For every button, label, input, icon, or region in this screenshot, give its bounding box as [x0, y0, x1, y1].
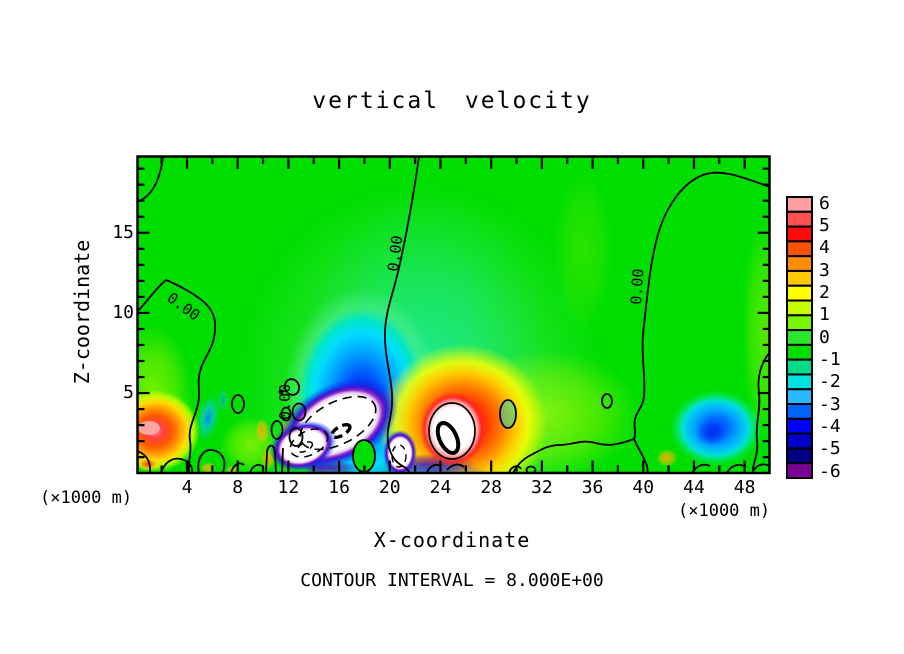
colorbar-cell	[786, 462, 813, 480]
colorbar-cell	[786, 284, 813, 302]
downdraft-dashed-contours	[289, 395, 407, 468]
colorbar-cell	[786, 358, 813, 376]
colorbar-cell	[786, 255, 813, 272]
contour-interval-text: CONTOUR INTERVAL = 8.000E+00	[300, 570, 604, 591]
colorbar-cell	[786, 432, 813, 450]
colorbar-cell	[786, 403, 813, 420]
colorbar-cell	[786, 269, 813, 287]
chart-title: vertical velocity	[312, 88, 592, 114]
colorbar-cell	[786, 299, 813, 317]
colorbar-cell	[786, 373, 813, 391]
contour-field: 0.00 0.00 0.00 0.00	[137, 156, 770, 473]
axis-ticks	[138, 158, 769, 472]
colorbar-cell	[786, 388, 813, 406]
colorbar-cell	[786, 447, 813, 465]
y-axis-unit: (×1000 m)	[40, 488, 133, 508]
zero-contour-lines	[137, 156, 770, 473]
secondary-downdraft-white-core	[383, 430, 417, 473]
updraft-contours	[428, 402, 476, 460]
colorbar-cell	[786, 240, 813, 258]
colorbar-cell	[786, 225, 813, 243]
contour-label: 0.00	[627, 268, 647, 305]
contour-label: 0.00	[276, 384, 294, 420]
plot-border	[136, 155, 771, 475]
colorbar-cell	[786, 417, 813, 435]
colorbar-cell	[786, 343, 813, 361]
left-updraft-blob	[137, 390, 200, 472]
colorbar-cell	[786, 314, 813, 332]
x-axis-label: X-coordinate	[373, 528, 531, 552]
colorbar-cell	[786, 210, 813, 228]
colorbar-cell	[786, 329, 813, 346]
contour-label: 0.00	[384, 234, 406, 272]
colorbar	[786, 196, 813, 480]
colorbar-cell	[786, 196, 813, 213]
x-axis-unit: (×1000 m)	[678, 501, 771, 521]
